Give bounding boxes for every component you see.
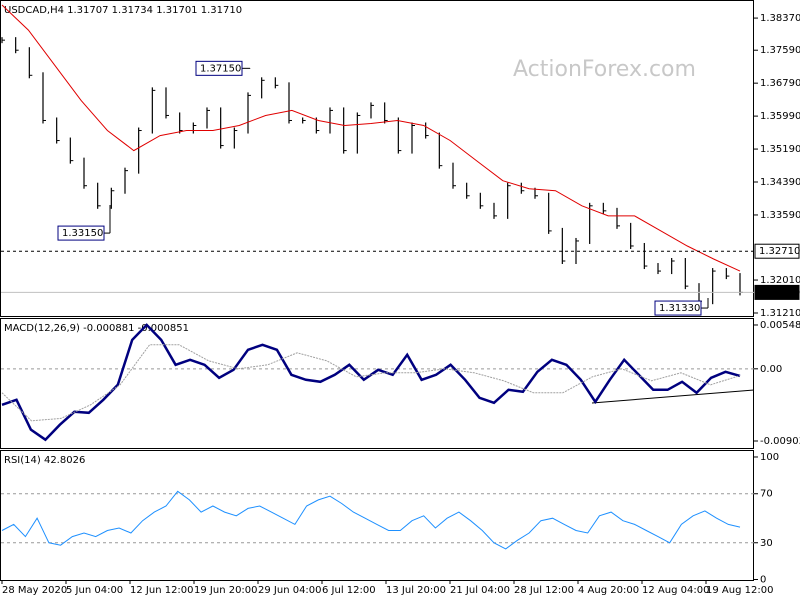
annotation-box: [195, 60, 243, 76]
series-line: [1, 490, 741, 550]
x-tick-label: 6 Jul 12:00: [322, 585, 376, 596]
y-tick-label: 0: [760, 575, 766, 586]
annotation-label: 1.31330: [659, 303, 700, 314]
y-tick-label: -0.009034: [760, 436, 800, 447]
price-panel: [0, 0, 754, 317]
x-tick-label: 12 Aug 04:00: [642, 585, 709, 596]
x-tick-label: 13 Jul 20:00: [386, 585, 446, 596]
y-tick-label: 1.33590: [760, 210, 800, 221]
x-tick-label: 28 Jul 12:00: [514, 585, 574, 596]
price-level-box: [754, 284, 800, 300]
price-level-label: 1.32710: [759, 246, 800, 257]
y-tick-label: 1.32010: [760, 275, 800, 286]
x-tick-label: 28 May 2020: [2, 585, 67, 596]
y-tick-label: 1.35190: [760, 144, 800, 155]
annotation-label: 1.33150: [62, 228, 103, 239]
annotation-box: [654, 300, 702, 316]
macd-trendline: [591, 389, 755, 404]
y-tick-label: 1.31210: [760, 308, 800, 319]
price-level-box: [754, 243, 800, 259]
y-tick-label: 1.35990: [760, 111, 800, 122]
y-tick-label: 1.36790: [760, 78, 800, 89]
watermark: ActionForex.com: [513, 57, 696, 82]
y-tick-label: 1.37590: [760, 45, 800, 56]
annotation-label: 1.37150: [200, 63, 241, 74]
price-level-label: 1.31710: [759, 287, 800, 298]
x-tick-label: 19 Aug 12:00: [706, 585, 773, 596]
y-tick-label: 70: [760, 489, 773, 500]
annotation-box: [57, 225, 105, 241]
x-tick-label: 29 Jun 04:00: [258, 585, 322, 596]
series-line: [1, 4, 741, 272]
x-tick-label: 4 Aug 20:00: [578, 585, 639, 596]
panel-title: MACD(12,26,9) -0.000881 -0.000851: [4, 323, 189, 334]
series-line: [1, 323, 741, 442]
y-tick-label: 0.005486: [760, 320, 800, 331]
panel-title: USDCAD,H4 1.31707 1.31734 1.31701 1.3171…: [4, 5, 242, 16]
x-tick-label: 21 Jul 04:00: [450, 585, 510, 596]
y-tick-label: 1.38370: [760, 13, 800, 24]
x-tick-label: 12 Jun 12:00: [130, 585, 194, 596]
macd-panel: [0, 318, 754, 449]
panel-title: RSI(14) 42.8026: [4, 455, 85, 466]
y-tick-label: 100: [760, 452, 779, 463]
x-tick-label: 5 Jun 04:00: [66, 585, 123, 596]
y-tick-label: 1.34390: [760, 177, 800, 188]
y-tick-label: 0.00: [760, 364, 782, 375]
x-tick-label: 19 Jun 20:00: [194, 585, 258, 596]
y-tick-label: 30: [760, 538, 773, 549]
rsi-panel: [0, 450, 754, 581]
